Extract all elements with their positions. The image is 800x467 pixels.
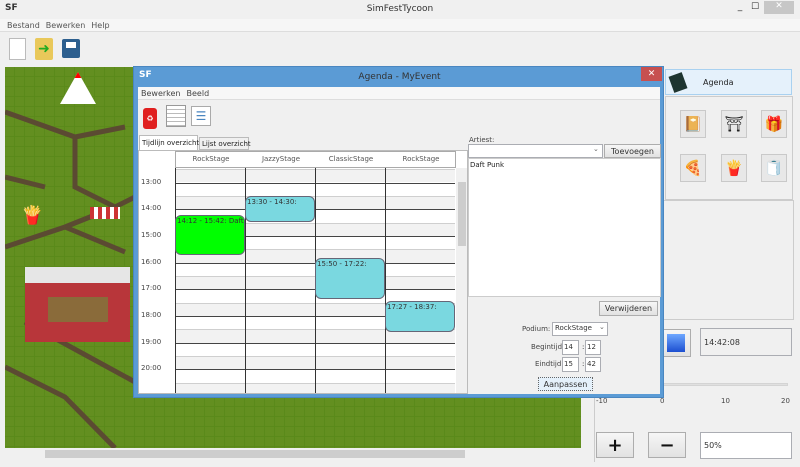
menu-bar: Bestand Bewerken Help xyxy=(0,19,800,32)
tick-label: 20 xyxy=(781,397,790,405)
tick-label: 10 xyxy=(721,397,730,405)
new-file-icon[interactable] xyxy=(9,38,26,60)
timeline-grid: RockStage JazzyStage ClassicStage RockSt… xyxy=(138,150,468,394)
hour-label: 18:00 xyxy=(141,310,162,319)
event-block[interactable]: 14:12 - 15:42: Daft Punk xyxy=(175,214,245,255)
gift-tool-button[interactable]: 🎁 xyxy=(761,110,787,138)
dialog-title: Agenda - MyEvent xyxy=(358,72,441,82)
chevron-down-icon: ⌄ xyxy=(593,145,599,153)
hour-label: 13:00 xyxy=(141,177,162,186)
verwijderen-button[interactable]: Verwijderen xyxy=(599,301,658,316)
hour-label: 16:00 xyxy=(141,257,162,266)
tent-tool-button[interactable]: ⛩ xyxy=(721,110,747,138)
begin-minute-field[interactable]: 12 xyxy=(585,340,601,355)
toilet-roll-tool-button[interactable]: 🧻 xyxy=(761,154,787,182)
menu-beeld[interactable]: Beeld xyxy=(186,89,210,98)
tick-label: -10 xyxy=(596,397,608,405)
hour-labels: 13:00 14:00 15:00 16:00 17:00 18:00 19:00 20:00 xyxy=(139,168,175,393)
stage-tool-button[interactable]: 📔 xyxy=(680,110,706,138)
grid-header: RockStage JazzyStage ClassicStage RockSt… xyxy=(175,151,456,168)
podium-label: Podium: xyxy=(522,325,551,333)
column-divider xyxy=(245,168,246,393)
dialog-logo: SF xyxy=(139,70,152,80)
color-button[interactable] xyxy=(660,329,691,357)
tab-lijst[interactable]: Lijst overzicht xyxy=(199,137,251,150)
menu-help[interactable]: Help xyxy=(91,21,110,30)
end-hour-field[interactable]: 15 xyxy=(562,357,579,372)
timeline-view-icon[interactable] xyxy=(166,105,186,127)
event-block[interactable]: 15:50 - 17:22: xyxy=(315,258,385,299)
event-block[interactable]: 17:27 - 18:37: xyxy=(385,301,455,333)
column-divider xyxy=(385,168,386,393)
grid-body: 14:12 - 15:42: Daft Punk13:30 - 14:30: 15… xyxy=(175,168,456,393)
tab-tijdlijn[interactable]: Tijdlijn overzicht xyxy=(139,135,199,150)
menu-bewerken[interactable]: Bewerken xyxy=(45,21,86,30)
begintijd-label: Begintijd: xyxy=(531,343,565,351)
app-logo: SF xyxy=(5,3,18,13)
slider-tick-labels: -10 0 10 20 xyxy=(596,397,790,407)
agenda-book-icon xyxy=(668,71,688,93)
artist-select[interactable] xyxy=(468,144,603,158)
chevron-down-icon: ⌄ xyxy=(599,323,605,331)
app-title: SimFestTycoon xyxy=(366,4,434,14)
time-separator: : xyxy=(582,343,585,351)
stage-header: JazzyStage xyxy=(261,155,301,163)
food-tool-button[interactable]: 🍕 xyxy=(680,154,706,182)
stall-sprite xyxy=(90,207,120,219)
hour-label: 14:00 xyxy=(141,204,162,213)
hour-label: 15:00 xyxy=(141,230,162,239)
zoom-out-button[interactable]: − xyxy=(648,432,686,458)
toevoegen-button[interactable]: Toevoegen xyxy=(604,144,661,158)
hour-label: 17:00 xyxy=(141,284,162,293)
close-button[interactable]: ✕ xyxy=(764,1,794,14)
hour-label: 20:00 xyxy=(141,364,162,373)
column-divider xyxy=(175,168,176,393)
agenda-dialog: SF Agenda - MyEvent ✕ Bewerken Beeld ♻ ☰ … xyxy=(133,66,664,398)
agenda-button[interactable]: Agenda xyxy=(665,69,792,95)
dialog-body: Bewerken Beeld ♻ ☰ Tijdlijn overzicht Lij… xyxy=(138,87,661,394)
agenda-label: Agenda xyxy=(703,77,734,87)
fries-tool-button[interactable]: 🍟 xyxy=(721,154,747,182)
podium-select[interactable]: RockStage xyxy=(552,322,608,336)
time-separator: : xyxy=(582,360,585,368)
hour-label: 19:00 xyxy=(141,337,162,346)
aanpassen-button[interactable]: Aanpassen xyxy=(538,377,593,391)
zoom-level-field[interactable]: 50% xyxy=(700,432,792,459)
eindtijd-label: Eindtijd: xyxy=(535,360,564,368)
open-folder-icon[interactable]: ➜ xyxy=(35,38,53,60)
begin-hour-field[interactable]: 14 xyxy=(562,340,579,355)
fries-stand-sprite: 🍟 xyxy=(21,205,44,226)
stage-sprite xyxy=(25,267,130,342)
dialog-close-button[interactable]: ✕ xyxy=(641,67,662,81)
tick-label: 0 xyxy=(660,397,665,405)
artist-list-item[interactable]: Daft Punk xyxy=(470,161,505,169)
menu-bestand[interactable]: Bestand xyxy=(7,21,40,30)
recycle-bin-icon[interactable]: ♻ xyxy=(143,108,157,129)
end-minute-field[interactable]: 42 xyxy=(585,357,601,372)
zoom-in-button[interactable]: + xyxy=(596,432,634,458)
list-view-icon[interactable]: ☰ xyxy=(191,106,211,126)
grid-vertical-scrollbar[interactable] xyxy=(456,168,467,393)
map-horizontal-scrollbar[interactable] xyxy=(5,448,581,460)
menu-bewerken[interactable]: Bewerken xyxy=(141,89,181,98)
dialog-menu-bar: Bewerken Beeld xyxy=(138,87,660,100)
artist-label: Artiest: xyxy=(469,136,495,144)
event-block[interactable]: 13:30 - 14:30: xyxy=(245,195,315,223)
save-icon[interactable] xyxy=(62,39,80,58)
artist-list[interactable]: Daft Punk xyxy=(468,158,661,297)
stage-header: ClassicStage xyxy=(328,155,374,163)
stage-header: RockStage xyxy=(402,155,440,163)
stage-header: RockStage xyxy=(192,155,230,163)
maximize-button[interactable]: ☐ xyxy=(750,2,760,12)
minimize-button[interactable]: _ xyxy=(737,2,743,12)
clock-display: 14:42:08 xyxy=(700,328,792,356)
tools-panel xyxy=(665,96,793,200)
